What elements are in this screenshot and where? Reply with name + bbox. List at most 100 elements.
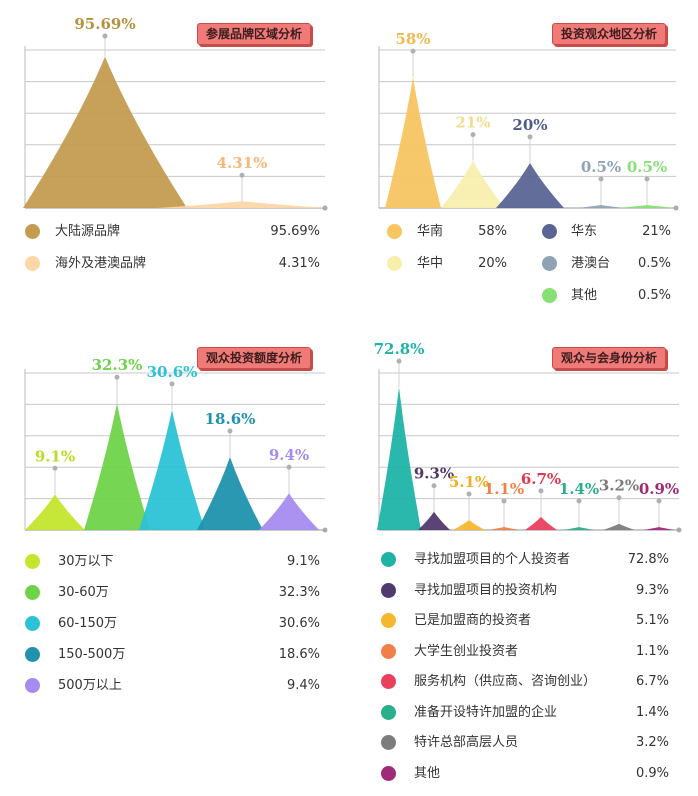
peak-mark	[563, 527, 595, 530]
leader-dot	[227, 428, 233, 434]
leader-dot	[576, 498, 582, 504]
chart-title: 观众投资额度分析	[197, 347, 312, 369]
peak-mark	[525, 516, 557, 530]
legend-swatch	[381, 674, 396, 689]
legend-item: 150-500万 18.6%	[0, 645, 349, 665]
data-label: 30.6%	[147, 363, 198, 381]
data-label: 1.4%	[559, 480, 599, 498]
data-label: 0.5%	[627, 158, 667, 176]
data-label: 4.31%	[217, 154, 268, 172]
leader-dot	[538, 488, 544, 494]
legend-label: 其他	[414, 765, 441, 781]
legend-value: 1.1%	[635, 643, 669, 659]
peak-mark	[23, 56, 187, 208]
leader-dot	[470, 132, 476, 138]
legend-label: 寻找加盟项目的投资机构	[414, 582, 558, 598]
legend-value: 9.4%	[286, 678, 320, 693]
chart-investment-amount: 9.1% 32.3% 30.6% 18.6% 9.4% 观众投资额度分析 30万以下 9.…	[0, 340, 349, 700]
leader-dot	[644, 176, 650, 182]
leader-dot	[114, 374, 120, 380]
legend-item: 30万以下 9.1%	[0, 552, 349, 572]
legend-item: 60-150万 30.6%	[0, 614, 349, 634]
legend-value: 72.8%	[627, 552, 669, 567]
legend-swatch	[25, 554, 40, 569]
legend-value: 0.5%	[637, 288, 671, 303]
peak-mark	[385, 77, 441, 208]
chart-investment-amount-plot: 9.1% 32.3% 30.6% 18.6% 9.4%	[24, 356, 328, 533]
leader-dot	[396, 358, 402, 364]
axis-end-dot	[322, 527, 328, 533]
legend-item: 特许总部高层人员 3.2%	[349, 733, 698, 753]
peak-mark	[488, 527, 520, 530]
leader-dot	[466, 491, 472, 497]
legend-swatch	[381, 643, 396, 659]
legend-label: 华中	[417, 256, 444, 271]
legend-swatch	[25, 647, 40, 662]
legend-item: 华中 20%	[349, 254, 698, 274]
legend-value: 30.6%	[278, 616, 320, 631]
legend-label: 大学生创业投资者	[414, 643, 519, 659]
legend-item: 大陆源品牌 95.69%	[0, 222, 349, 242]
chart-visitor-identity: 72.8% 9.3% 5.1% 1.1% 6.7% 1.4% 3.2% 0.9% 观众与会身份…	[349, 340, 698, 796]
legend-swatch	[542, 224, 557, 239]
legend-label: 150-500万	[58, 647, 126, 662]
legend-label: 30万以下	[58, 554, 114, 569]
legend-item: 华南 58%	[349, 222, 698, 242]
legend-item: 华东 21%	[349, 222, 698, 242]
legend-label: 500万以上	[58, 678, 122, 693]
leader-dot	[598, 176, 604, 182]
peak-mark	[157, 201, 327, 208]
peak-mark	[377, 387, 421, 530]
legend-swatch	[381, 613, 396, 628]
legend-value: 5.1%	[635, 613, 669, 628]
legend-label: 大陆源品牌	[55, 224, 121, 239]
data-label: 1.1%	[484, 480, 524, 498]
legend-swatch	[25, 616, 40, 631]
peak-mark	[496, 162, 564, 208]
leader-dot	[169, 381, 175, 387]
data-label: 9.4%	[269, 446, 309, 464]
leader-dot	[527, 134, 533, 140]
leader-dot	[501, 498, 507, 504]
peak-mark	[577, 205, 625, 208]
peak-mark	[453, 519, 485, 530]
legend-item: 已是加盟商的投资者 5.1%	[349, 611, 698, 631]
legend-swatch	[25, 585, 40, 600]
peak-mark	[197, 456, 263, 530]
data-label: 58%	[395, 30, 430, 48]
legend-label: 服务机构（供应商、咨询创业）	[414, 674, 597, 689]
legend-swatch	[387, 256, 402, 271]
legend-value: 3.2%	[635, 735, 669, 750]
legend-swatch	[381, 582, 396, 598]
legend-swatch	[542, 256, 557, 271]
peak-mark	[25, 494, 85, 530]
data-label: 9.1%	[35, 447, 75, 465]
legend-item: 大学生创业投资者 1.1%	[349, 642, 698, 662]
data-label: 20%	[512, 116, 547, 134]
legend-item: 寻找加盟项目的个人投资者 72.8%	[349, 550, 698, 570]
legend-label: 特许总部高层人员	[414, 735, 519, 750]
data-label: 0.5%	[581, 158, 621, 176]
legend-label: 海外及港澳品牌	[55, 256, 147, 271]
leader-dot	[286, 464, 292, 470]
axis-end-dot	[676, 527, 682, 533]
legend-item: 服务机构（供应商、咨询创业） 6.7%	[349, 672, 698, 692]
legend-swatch	[25, 678, 40, 693]
legend-label: 华东	[571, 224, 598, 239]
chart-visitor-region: 58% 21% 20% 0.5% 0.5% 投资观众地区分析 华南 58% 华中 20% 华东 2…	[349, 0, 698, 310]
peak-mark	[643, 527, 675, 530]
chart-title: 投资观众地区分析	[552, 23, 667, 45]
legend-label: 30-60万	[58, 585, 109, 600]
legend-value: 0.5%	[637, 256, 671, 271]
legend-item: 30-60万 32.3%	[0, 583, 349, 603]
legend-swatch	[25, 256, 40, 271]
legend-value: 58%	[478, 224, 507, 239]
data-label: 72.8%	[374, 340, 425, 358]
legend-swatch	[387, 224, 402, 239]
leader-dot	[410, 48, 416, 54]
data-label: 3.2%	[599, 477, 639, 495]
peak-mark	[259, 493, 319, 530]
peak-mark	[603, 523, 635, 530]
legend-value: 18.6%	[278, 647, 320, 662]
data-label: 32.3%	[92, 356, 143, 374]
